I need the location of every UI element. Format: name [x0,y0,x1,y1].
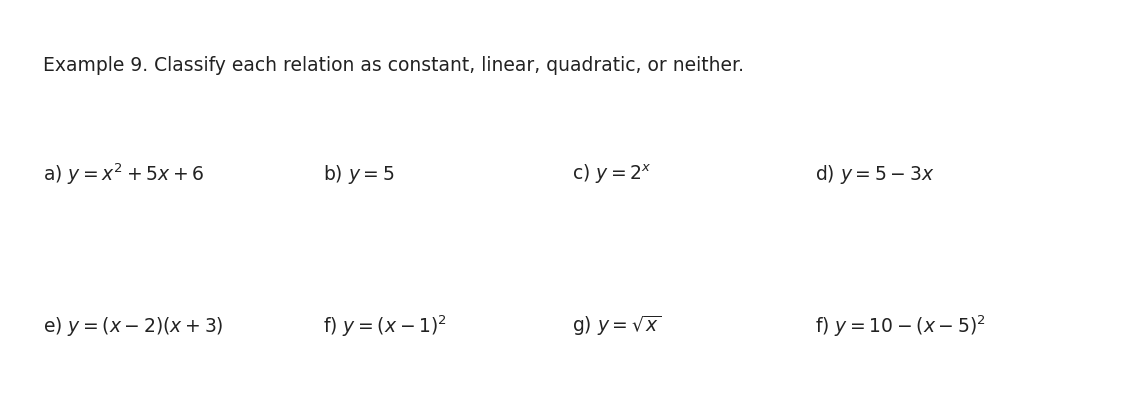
Text: a) $y = x^2 + 5x + 6$: a) $y = x^2 + 5x + 6$ [43,161,205,187]
Text: g) $y = \sqrt{x}$: g) $y = \sqrt{x}$ [572,314,661,338]
Text: d) $y = 5 - 3x$: d) $y = 5 - 3x$ [815,162,934,186]
Text: b) $y = 5$: b) $y = 5$ [323,162,394,186]
Text: e) $y = (x - 2)(x + 3)$: e) $y = (x - 2)(x + 3)$ [43,314,224,338]
Text: c) $y = 2^x$: c) $y = 2^x$ [572,162,651,186]
Text: Example 9. Classify each relation as constant, linear, quadratic, or neither.: Example 9. Classify each relation as con… [43,56,744,75]
Text: f) $y = 10 - (x - 5)^2$: f) $y = 10 - (x - 5)^2$ [815,313,986,339]
Text: f) $y = (x - 1)^2$: f) $y = (x - 1)^2$ [323,313,447,339]
